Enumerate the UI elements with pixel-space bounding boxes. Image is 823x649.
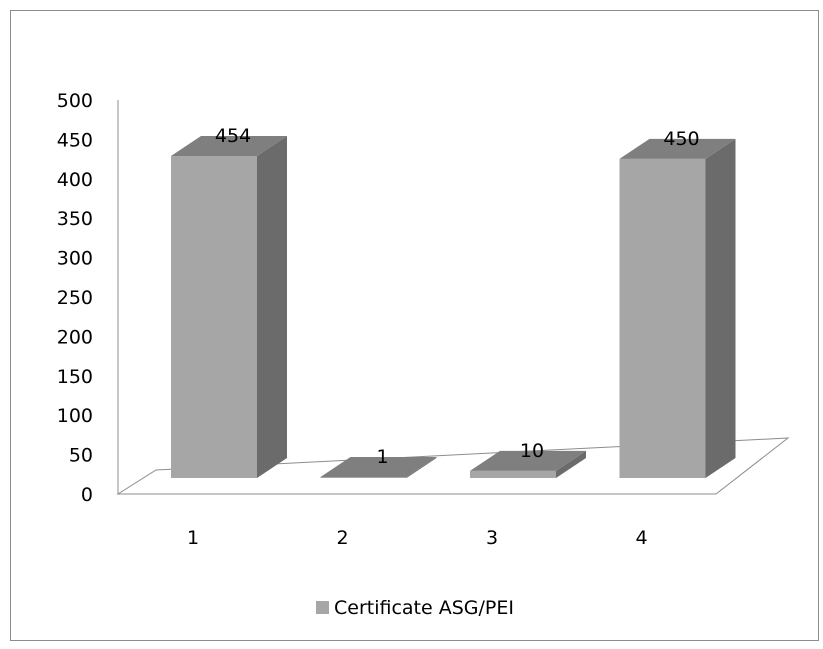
y-tick-label: 400 [57,169,93,191]
floor-plane [116,437,790,495]
bar-top [320,457,437,477]
data-label: 454 [215,125,251,147]
legend: Certificate ASG/PEI [316,597,514,619]
x-tick-label: 3 [486,527,498,549]
data-label: 10 [520,440,544,462]
y-tick-label: 300 [57,248,93,270]
legend-label: Certificate ASG/PEI [334,597,514,619]
y-tick-label: 150 [57,366,93,388]
x-tick-labels: 1 2 3 4 [187,527,648,549]
y-tick-label: 350 [57,208,93,230]
x-tick-label: 4 [635,527,647,549]
bar-top [470,450,586,471]
bar-side [257,136,287,478]
bar-side [705,138,736,479]
x-tick-label: 2 [336,527,348,549]
bar-front [470,470,556,478]
bar-front [320,477,407,478]
bar-top [171,136,287,157]
y-tick-label: 450 [57,129,93,151]
y-tick-label: 0 [81,484,93,506]
bar [320,457,437,478]
data-label: 1 [376,446,388,468]
y-tick-label: 100 [57,405,93,427]
y-tick-labels: 0 50 100 150 200 250 300 350 400 450 500 [57,90,93,506]
bar [171,136,287,478]
legend-swatch [316,601,329,614]
bar [470,450,586,478]
x-tick-label: 1 [187,527,199,549]
bar-side [406,457,437,478]
y-tick-label: 250 [57,287,93,309]
y-tick-label: 500 [57,90,93,112]
data-labels: 454 1 10 450 [215,125,700,468]
y-tick-label: 200 [57,326,93,348]
data-label: 450 [663,128,699,150]
chart-floor [116,437,790,495]
bar [619,138,736,479]
bar-front [171,156,257,478]
y-tick-label: 50 [69,445,93,467]
bar-top [619,138,736,159]
bars [171,136,736,479]
bar-side [556,450,586,478]
bar-front [619,158,706,479]
